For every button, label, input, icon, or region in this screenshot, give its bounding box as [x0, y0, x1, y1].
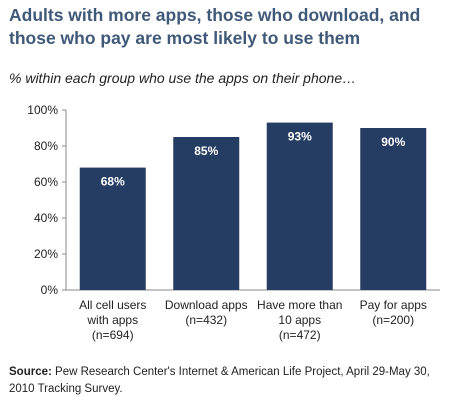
x-category-label: All cell users with apps (n=694)	[79, 298, 146, 342]
y-tick-label: 60%	[34, 175, 58, 189]
y-tick-label: 0%	[41, 283, 59, 297]
bar	[79, 167, 146, 290]
source-text: Pew Research Center's Internet & America…	[9, 366, 430, 395]
bar	[266, 122, 333, 290]
chart-title: Adults with more apps, those who downloa…	[9, 5, 421, 48]
source-label: Source:	[9, 366, 52, 378]
y-tick-label: 40%	[34, 211, 58, 225]
bar-value-label: 68%	[101, 175, 125, 189]
bar	[173, 137, 240, 290]
y-tick-label: 80%	[34, 139, 58, 153]
bar-value-label: 90%	[381, 135, 405, 149]
bar-chart: 0% 20% 40% 60% 80% 100% 68% All cell users with …	[27, 103, 440, 342]
y-tick-label: 100%	[27, 103, 58, 117]
source-note: Source: Pew Research Center's Internet &…	[9, 364, 449, 398]
x-category-label: Have more than 10 apps (n=472)	[257, 298, 342, 342]
chart-subtitle: % within each group who use the apps on …	[9, 70, 357, 86]
bar	[360, 128, 427, 290]
bar-value-label: 93%	[288, 130, 312, 144]
y-tick-label: 20%	[34, 247, 58, 261]
x-category-label: Download apps (n=432)	[165, 298, 248, 327]
bar-value-label: 85%	[194, 144, 218, 158]
x-category-label: Pay for apps (n=200)	[360, 298, 427, 327]
